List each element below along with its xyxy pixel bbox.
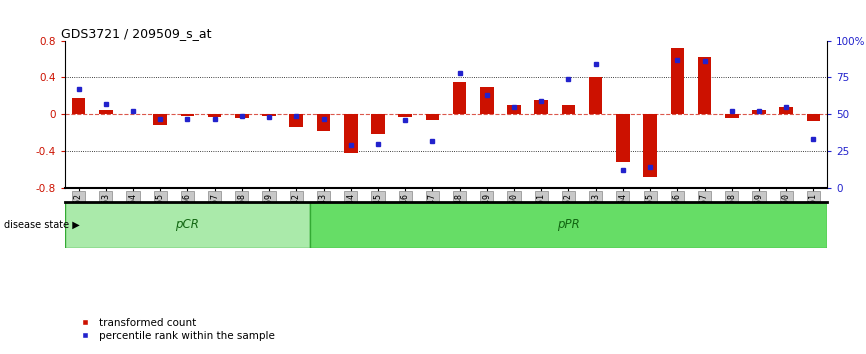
Bar — [698, 57, 711, 114]
Bar — [181, 114, 194, 116]
Bar — [779, 107, 793, 114]
Bar — [616, 114, 630, 162]
Bar — [670, 48, 684, 114]
Bar — [643, 114, 657, 177]
Bar — [262, 114, 276, 116]
Bar — [310, 202, 827, 248]
Bar — [65, 202, 310, 248]
Bar — [753, 110, 766, 114]
Legend: transformed count, percentile rank within the sample: transformed count, percentile rank withi… — [70, 314, 280, 345]
Bar — [480, 87, 494, 114]
Bar — [562, 105, 575, 114]
Bar — [372, 114, 385, 135]
Bar — [453, 82, 467, 114]
Bar — [153, 114, 167, 125]
Bar — [208, 114, 222, 117]
Text: pPR: pPR — [557, 218, 580, 231]
Bar — [534, 101, 548, 114]
Bar — [72, 98, 86, 114]
Bar — [317, 114, 330, 131]
Bar — [725, 114, 739, 118]
Text: pCR: pCR — [176, 218, 199, 231]
Bar — [507, 105, 520, 114]
Bar — [344, 114, 358, 153]
Bar — [425, 114, 439, 120]
Bar — [806, 114, 820, 121]
Bar — [99, 110, 113, 114]
Bar — [289, 114, 303, 127]
Bar — [589, 76, 603, 114]
Text: disease state ▶: disease state ▶ — [4, 220, 80, 230]
Bar — [235, 114, 249, 118]
Bar — [398, 114, 412, 117]
Text: GDS3721 / 209509_s_at: GDS3721 / 209509_s_at — [61, 27, 211, 40]
